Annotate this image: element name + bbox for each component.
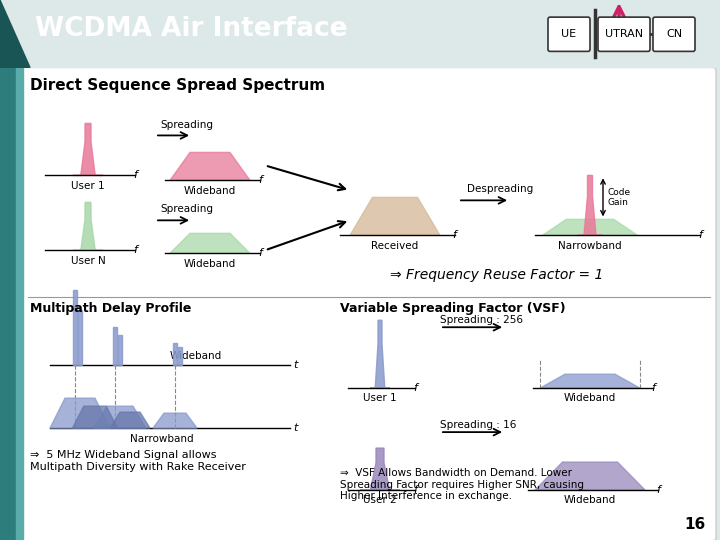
FancyBboxPatch shape bbox=[20, 68, 716, 540]
Text: User 2: User 2 bbox=[363, 495, 397, 505]
Text: f: f bbox=[452, 231, 456, 240]
FancyBboxPatch shape bbox=[548, 17, 590, 51]
Polygon shape bbox=[50, 398, 110, 428]
Text: t: t bbox=[293, 360, 297, 370]
Text: User 1: User 1 bbox=[363, 393, 397, 403]
Text: Spreading : 256: Spreading : 256 bbox=[440, 315, 523, 325]
Polygon shape bbox=[540, 374, 640, 388]
Text: UTRAN: UTRAN bbox=[605, 29, 643, 39]
Text: f: f bbox=[258, 248, 262, 258]
Text: Code
Gain: Code Gain bbox=[607, 188, 630, 207]
Text: User N: User N bbox=[71, 256, 105, 266]
Text: ⇒ Frequency Reuse Factor = 1: ⇒ Frequency Reuse Factor = 1 bbox=[390, 268, 603, 282]
Text: Narrowband: Narrowband bbox=[130, 434, 194, 444]
Polygon shape bbox=[535, 462, 645, 490]
Polygon shape bbox=[170, 233, 250, 253]
Text: f: f bbox=[133, 171, 137, 180]
Text: Wideband: Wideband bbox=[170, 351, 222, 361]
FancyBboxPatch shape bbox=[598, 17, 650, 51]
FancyBboxPatch shape bbox=[653, 17, 695, 51]
Polygon shape bbox=[78, 310, 82, 365]
Text: Spreading: Spreading bbox=[161, 120, 214, 131]
Text: User 1: User 1 bbox=[71, 181, 105, 191]
Polygon shape bbox=[173, 343, 177, 365]
Bar bbox=[0, 68, 16, 540]
Text: Spreading: Spreading bbox=[161, 204, 214, 214]
Text: Received: Received bbox=[372, 241, 418, 251]
Text: CN: CN bbox=[666, 29, 682, 39]
Text: UE: UE bbox=[562, 29, 577, 39]
Text: f: f bbox=[656, 485, 660, 495]
Polygon shape bbox=[118, 335, 122, 365]
Text: Wideband: Wideband bbox=[184, 186, 236, 197]
Polygon shape bbox=[73, 291, 77, 365]
Polygon shape bbox=[577, 176, 603, 235]
Polygon shape bbox=[73, 202, 103, 251]
Text: Spreading : 16: Spreading : 16 bbox=[440, 420, 516, 430]
Polygon shape bbox=[73, 124, 103, 176]
Text: Wideband: Wideband bbox=[184, 259, 236, 269]
Polygon shape bbox=[370, 320, 390, 388]
Bar bbox=[16, 68, 23, 540]
Text: Variable Spreading Factor (VSF): Variable Spreading Factor (VSF) bbox=[340, 302, 566, 315]
Polygon shape bbox=[178, 347, 182, 365]
Polygon shape bbox=[0, 0, 30, 68]
Polygon shape bbox=[542, 219, 637, 235]
Text: f: f bbox=[258, 176, 262, 185]
Text: t: t bbox=[293, 423, 297, 433]
Text: 16: 16 bbox=[685, 517, 706, 532]
Text: Multipath Delay Profile: Multipath Delay Profile bbox=[30, 302, 192, 315]
Text: WCDMA Air Interface: WCDMA Air Interface bbox=[35, 16, 348, 42]
Polygon shape bbox=[360, 448, 400, 490]
Polygon shape bbox=[350, 197, 440, 235]
Text: Direct Sequence Spread Spectrum: Direct Sequence Spread Spectrum bbox=[30, 78, 325, 93]
Text: Wideband: Wideband bbox=[564, 393, 616, 403]
Text: f: f bbox=[651, 383, 655, 393]
Text: Despreading: Despreading bbox=[467, 184, 533, 194]
Polygon shape bbox=[94, 406, 146, 428]
Text: Narrowband: Narrowband bbox=[558, 241, 622, 251]
Polygon shape bbox=[73, 406, 117, 428]
Text: f: f bbox=[698, 231, 702, 240]
Polygon shape bbox=[153, 413, 197, 428]
Text: f: f bbox=[413, 383, 417, 393]
Text: f: f bbox=[413, 485, 417, 495]
Polygon shape bbox=[170, 152, 250, 180]
Polygon shape bbox=[113, 327, 117, 365]
Text: Wideband: Wideband bbox=[564, 495, 616, 505]
Text: ⇒  5 MHz Wideband Signal allows
Multipath Diversity with Rake Receiver: ⇒ 5 MHz Wideband Signal allows Multipath… bbox=[30, 450, 246, 472]
Text: f: f bbox=[133, 245, 137, 255]
Polygon shape bbox=[110, 412, 150, 428]
Text: ⇒  VSF Allows Bandwidth on Demand. Lower
Spreading Factor requires Higher SNR, c: ⇒ VSF Allows Bandwidth on Demand. Lower … bbox=[340, 468, 584, 501]
